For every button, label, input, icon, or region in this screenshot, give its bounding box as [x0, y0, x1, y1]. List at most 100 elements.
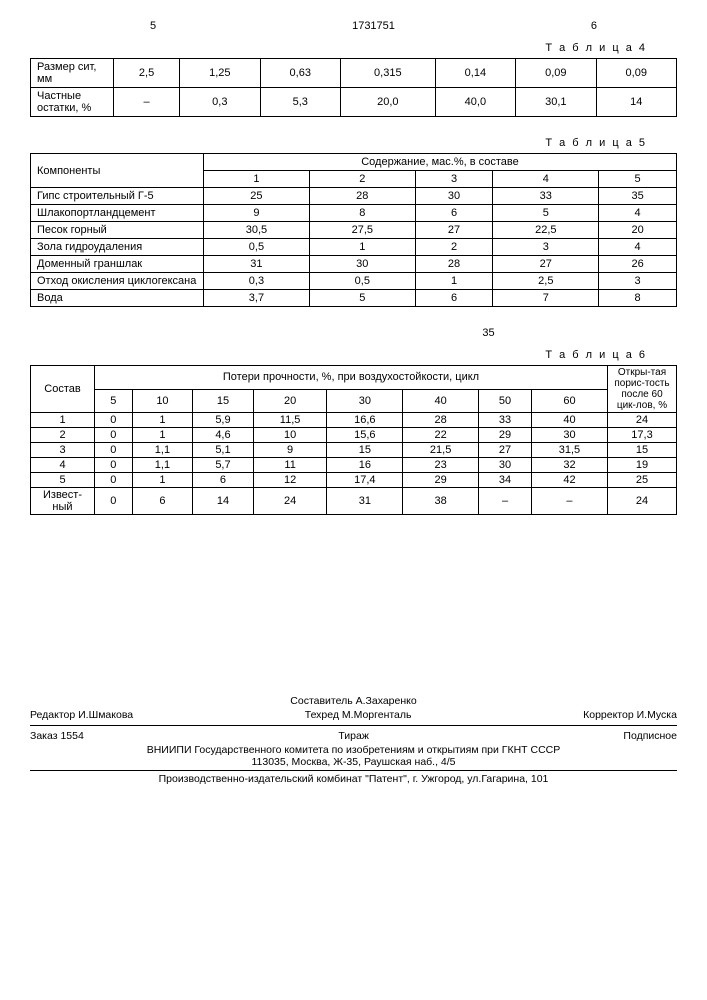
- table5-label: Т а б л и ц а 5: [30, 137, 647, 149]
- cell: 20: [599, 222, 677, 239]
- cell: 14: [596, 88, 677, 117]
- cell: 2,5: [114, 59, 180, 88]
- header-porosity: Откры-тая порис-тость после 60 цик-лов, …: [608, 366, 677, 413]
- cell: 33: [493, 188, 599, 205]
- cell: 5,1: [193, 443, 254, 458]
- col-header: 60: [531, 389, 607, 413]
- cell: 30: [531, 428, 607, 443]
- table-row: 50161217,429344225: [31, 473, 677, 488]
- col-left: 5: [150, 20, 156, 32]
- col-header: 30: [327, 389, 403, 413]
- cell: 3: [493, 239, 599, 256]
- cell: 1,25: [180, 59, 260, 88]
- cell: 38: [403, 488, 479, 515]
- cell: 10: [253, 428, 327, 443]
- table-row: 301,15,191521,52731,515: [31, 443, 677, 458]
- cell: 6: [415, 205, 493, 222]
- cell: 3,7: [204, 290, 310, 307]
- cell: –: [479, 488, 532, 515]
- cell: 23: [403, 458, 479, 473]
- cell: 30,1: [516, 88, 596, 117]
- col-header: 50: [479, 389, 532, 413]
- cell: 1,1: [132, 443, 193, 458]
- table6: Состав Потери прочности, %, при воздухос…: [30, 365, 677, 515]
- col-header: 5: [95, 389, 133, 413]
- porosity-cell: 24: [608, 413, 677, 428]
- cell: 0,315: [340, 59, 435, 88]
- row-label: 5: [31, 473, 95, 488]
- col-header: 20: [253, 389, 327, 413]
- porosity-cell: 17,3: [608, 428, 677, 443]
- table-row: Вода3,75678: [31, 290, 677, 307]
- cell: 30: [415, 188, 493, 205]
- cell: 30,5: [204, 222, 310, 239]
- cell: 16,6: [327, 413, 403, 428]
- mid-number: 35: [30, 327, 677, 339]
- cell: 1,1: [132, 458, 193, 473]
- header-components: Компоненты: [31, 154, 204, 188]
- row-label: Отход окисления циклогексана: [31, 273, 204, 290]
- row-label: 1: [31, 413, 95, 428]
- row-label: 2: [31, 428, 95, 443]
- row-label: Частные остатки, %: [31, 88, 114, 117]
- cell: 35: [599, 188, 677, 205]
- techred: Техред М.Моргенталь: [305, 709, 412, 721]
- table-header-row: 5 10 15 20 30 40 50 60: [31, 389, 677, 413]
- tirazh: Тираж: [338, 730, 369, 742]
- cell: 31: [204, 256, 310, 273]
- cell: 27: [493, 256, 599, 273]
- col-header: 1: [204, 171, 310, 188]
- table4: Размер сит, мм 2,5 1,25 0,63 0,315 0,14 …: [30, 58, 677, 117]
- cell: 24: [253, 488, 327, 515]
- cell: 15: [327, 443, 403, 458]
- table-row: Отход окисления циклогексана0,30,512,53: [31, 273, 677, 290]
- cell: 27: [415, 222, 493, 239]
- cell: 0,09: [516, 59, 596, 88]
- order: Заказ 1554: [30, 730, 84, 742]
- cell: 0: [95, 428, 133, 443]
- table-header-row: Компоненты Содержание, мас.%, в составе: [31, 154, 677, 171]
- cell: 30: [309, 256, 415, 273]
- table-row: Доменный граншлак3130282726: [31, 256, 677, 273]
- cell: 27,5: [309, 222, 415, 239]
- row-label: Зола гидроудаления: [31, 239, 204, 256]
- table4-label: Т а б л и ц а 4: [30, 42, 647, 54]
- cell: 21,5: [403, 443, 479, 458]
- cell: 0,3: [180, 88, 260, 117]
- cell: 6: [132, 488, 193, 515]
- col-header: 15: [193, 389, 254, 413]
- cell: 29: [479, 428, 532, 443]
- doc-number: 1731751: [352, 20, 395, 32]
- cell: 16: [327, 458, 403, 473]
- cell: 25: [204, 188, 310, 205]
- row-label: Доменный граншлак: [31, 256, 204, 273]
- header-sostav: Состав: [31, 366, 95, 413]
- table-row: Частные остатки, % – 0,3 5,3 20,0 40,0 3…: [31, 88, 677, 117]
- table-row: 401,15,7111623303219: [31, 458, 677, 473]
- corrector: Корректор И.Муска: [583, 709, 677, 721]
- cell: 5: [493, 205, 599, 222]
- cell: 9: [253, 443, 327, 458]
- cell: 4: [599, 239, 677, 256]
- cell: 22: [403, 428, 479, 443]
- cell: 7: [493, 290, 599, 307]
- col-right: 6: [591, 20, 597, 32]
- editor: Редактор И.Шмакова: [30, 709, 133, 721]
- col-header: 2: [309, 171, 415, 188]
- cell: 34: [479, 473, 532, 488]
- cell: 0,09: [596, 59, 677, 88]
- table-row: Песок горный30,527,52722,520: [31, 222, 677, 239]
- composer: Составитель А.Захаренко: [30, 695, 677, 707]
- porosity-cell: 19: [608, 458, 677, 473]
- cell: 28: [309, 188, 415, 205]
- cell: 27: [479, 443, 532, 458]
- cell: 2: [415, 239, 493, 256]
- page-header: 5 1731751 6: [30, 20, 677, 32]
- header-content: Содержание, мас.%, в составе: [204, 154, 677, 171]
- cell: 0,63: [260, 59, 340, 88]
- cell: 6: [193, 473, 254, 488]
- table-row: Извест-ный0614243138––24: [31, 488, 677, 515]
- cell: 5: [309, 290, 415, 307]
- cell: 11: [253, 458, 327, 473]
- cell: 33: [479, 413, 532, 428]
